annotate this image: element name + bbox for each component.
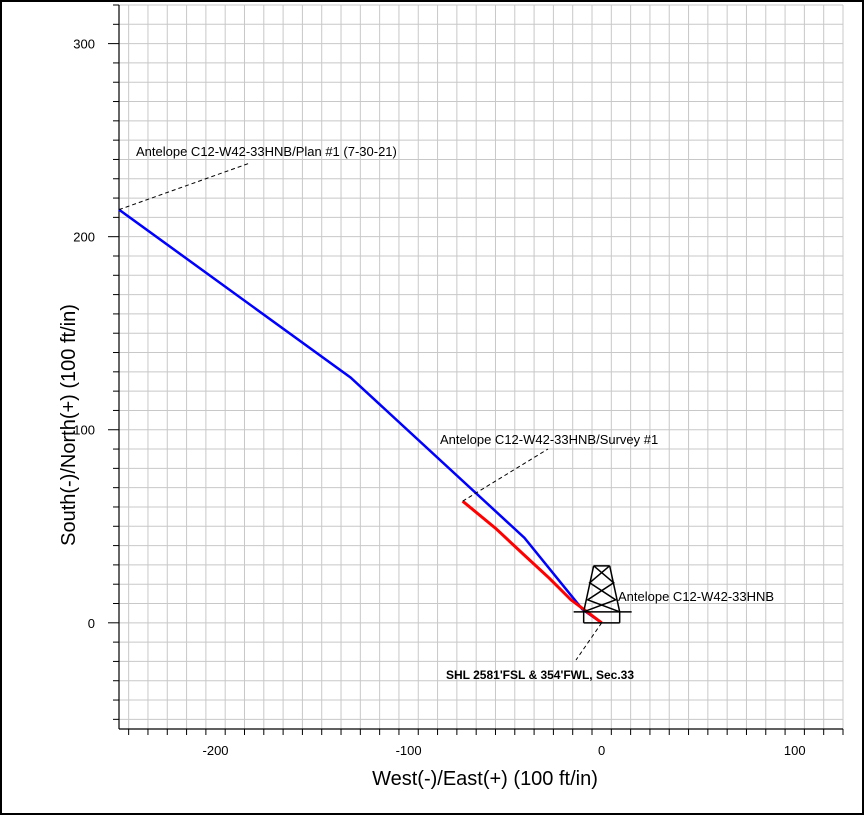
- rig-icon: [573, 565, 632, 624]
- y-tick-label: 200: [73, 230, 95, 245]
- x-tick-label: 0: [598, 743, 605, 758]
- survey-annotation: Antelope C12-W42-33HNB/Survey #1: [440, 432, 658, 447]
- grid: [119, 4, 844, 729]
- y-tick-label: 100: [73, 423, 95, 438]
- axes: [108, 4, 844, 735]
- plan-annotation: Antelope C12-W42-33HNB/Plan #1 (7-30-21): [136, 144, 397, 159]
- rig-brace-b: [583, 565, 618, 613]
- x-tick-label: -200: [203, 743, 229, 758]
- y-axis-title: South(-)/North(+) (100 ft/in): [58, 304, 80, 546]
- well-annotation: Antelope C12-W42-33HNB: [618, 589, 774, 604]
- x-tick-label: 100: [784, 743, 806, 758]
- rig-leg-left: [582, 565, 595, 612]
- shl-annotation: SHL 2581'FSL & 354'FWL, Sec.33: [446, 668, 634, 682]
- annotation-leaders: [118, 162, 603, 661]
- shl-leader-line: [575, 622, 603, 661]
- survey-leader-line: [462, 448, 549, 502]
- y-tick-label: 300: [73, 37, 95, 52]
- x-axis-title: West(-)/East(+) (100 ft/in): [372, 768, 598, 790]
- x-tick-label: -100: [396, 743, 422, 758]
- y-tick-label: 0: [88, 616, 95, 631]
- rig-brace-a: [586, 565, 620, 613]
- rig-leg-right: [608, 565, 621, 612]
- plan-leader-line: [118, 162, 251, 211]
